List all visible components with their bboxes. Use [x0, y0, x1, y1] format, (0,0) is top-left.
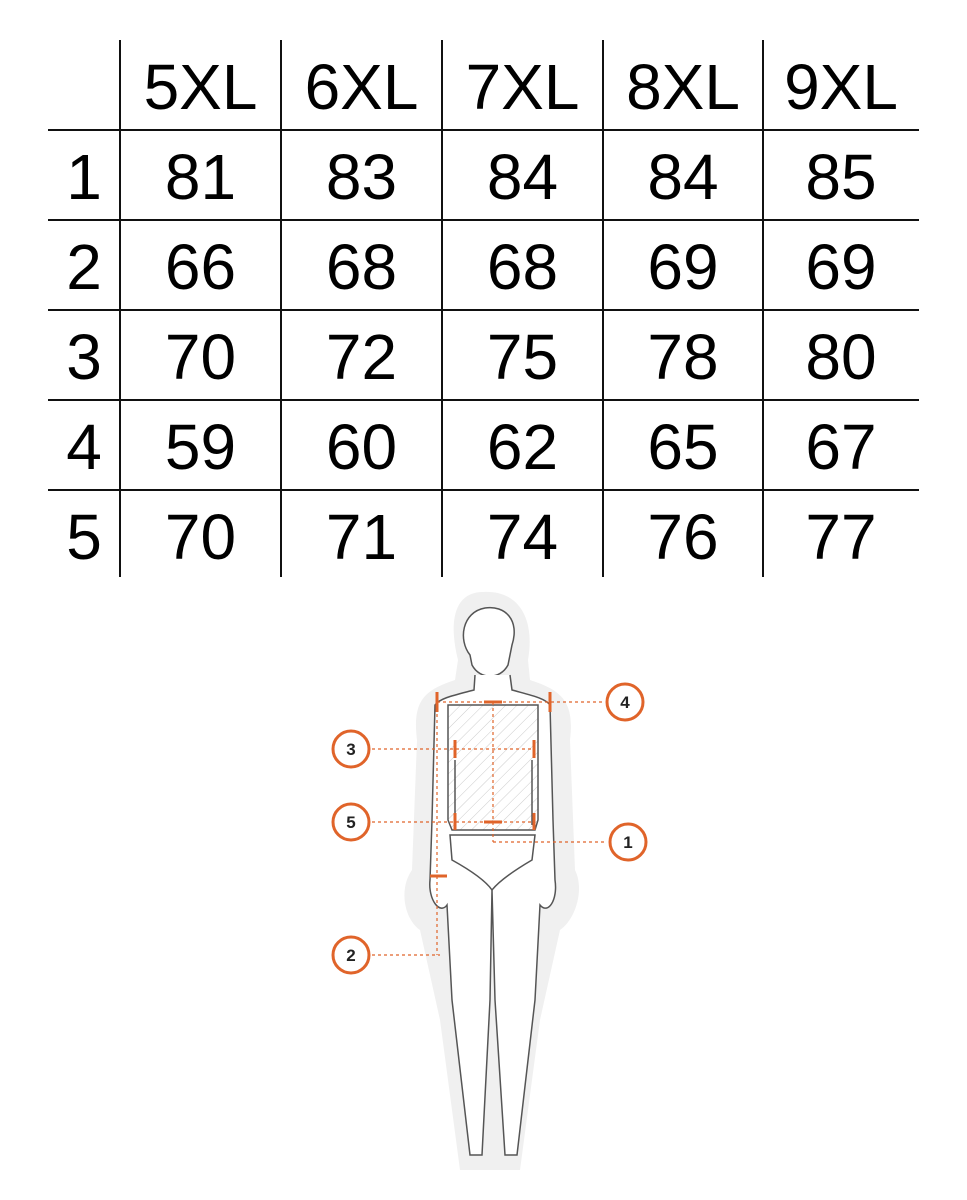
callout-number: 4 — [620, 693, 630, 712]
grid-line-horizontal — [48, 219, 919, 221]
grid-line-horizontal — [48, 489, 919, 491]
table-cell: 84 — [486, 141, 559, 213]
body-measurement-diagram: 1 2 3 4 5 — [331, 591, 648, 1170]
table-cell: 66 — [164, 231, 237, 303]
table-cell: 76 — [647, 501, 719, 573]
table-cell: 77 — [805, 501, 877, 573]
table-cell: 70 — [164, 501, 237, 573]
column-header: 8XL — [626, 51, 740, 123]
table-cell: 83 — [325, 141, 398, 213]
callout-circle — [608, 822, 648, 862]
column-header: 6XL — [304, 51, 419, 123]
grid-line-horizontal — [48, 309, 919, 311]
grid-line-vertical — [441, 40, 443, 577]
measurement-markers — [430, 692, 552, 878]
table-cell: 62 — [486, 411, 559, 483]
callouts: 1 2 3 4 5 — [331, 682, 648, 975]
column-header: 7XL — [465, 51, 580, 123]
callout-circle — [331, 935, 371, 975]
table-cell: 65 — [647, 411, 719, 483]
column-header: 9XL — [784, 51, 898, 123]
table-cell: 78 — [647, 321, 719, 393]
grid-line-horizontal — [48, 399, 919, 401]
table-cell: 72 — [325, 321, 398, 393]
table-cell: 71 — [325, 501, 398, 573]
table-cell: 69 — [805, 231, 877, 303]
row-label: 5 — [66, 501, 102, 573]
row-label: 3 — [66, 321, 102, 393]
row-label: 1 — [66, 141, 102, 213]
measurement-lines — [372, 701, 605, 956]
table-cell: 74 — [486, 501, 559, 573]
column-header: 5XL — [143, 51, 258, 123]
grid-line-vertical — [602, 40, 604, 577]
table-cell: 84 — [647, 141, 719, 213]
table-cell: 68 — [325, 231, 398, 303]
table-cell: 69 — [647, 231, 719, 303]
table-cell: 67 — [805, 411, 877, 483]
callout-circle — [605, 682, 645, 722]
table-cell: 81 — [164, 141, 237, 213]
callout-circle — [331, 729, 371, 769]
grid-line-horizontal — [48, 129, 919, 131]
row-label: 4 — [66, 411, 102, 483]
grid-line-vertical — [280, 40, 282, 577]
table-cell: 59 — [164, 411, 237, 483]
grid-line-vertical — [762, 40, 764, 577]
table-cell: 70 — [164, 321, 237, 393]
table-cell: 85 — [805, 141, 877, 213]
table-cell: 80 — [805, 321, 877, 393]
table-cell: 68 — [486, 231, 559, 303]
callout-number: 5 — [346, 813, 355, 832]
row-label: 2 — [66, 231, 102, 303]
grid-line-vertical — [119, 40, 121, 577]
callout-number: 3 — [346, 740, 355, 759]
table-cell: 75 — [486, 321, 559, 393]
body-outline — [429, 606, 557, 1156]
callout-number: 2 — [346, 946, 355, 965]
table-cell: 60 — [325, 411, 398, 483]
callout-circle — [331, 802, 371, 842]
callout-number: 1 — [623, 833, 632, 852]
